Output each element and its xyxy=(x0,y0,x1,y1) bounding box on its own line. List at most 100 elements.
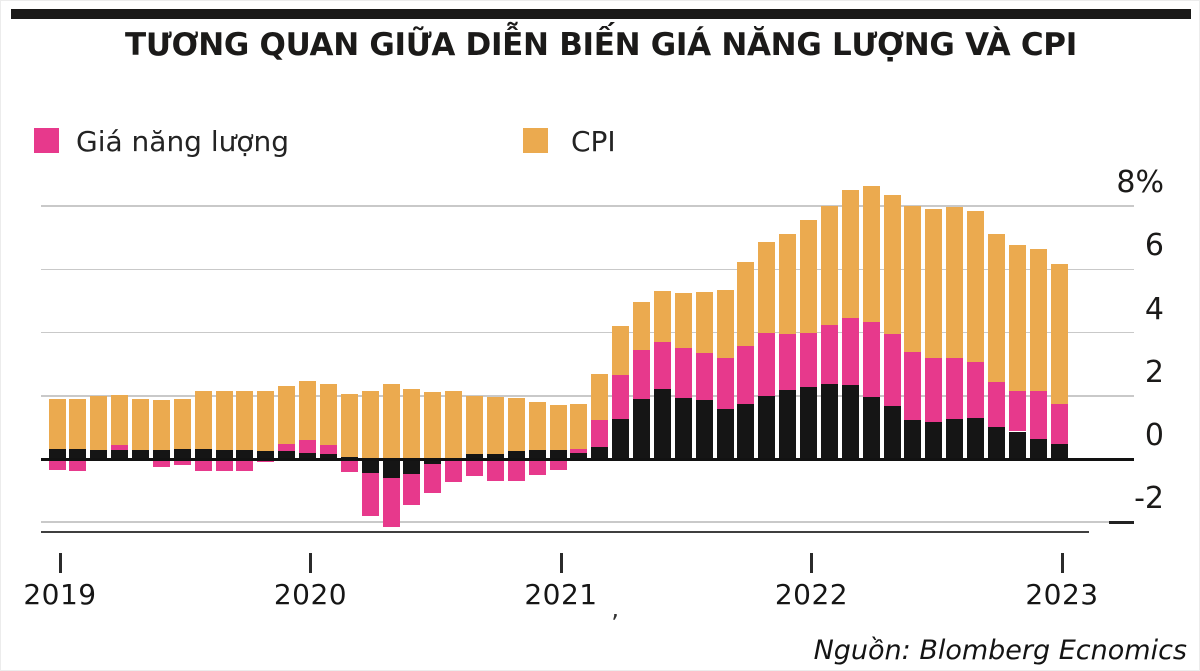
bar-2020-02-segment xyxy=(319,453,337,459)
legend-label-cpi: CPI xyxy=(571,125,616,158)
bar-2022-09-segment xyxy=(967,417,984,459)
bar-2019-10-segment xyxy=(236,450,254,459)
gridline-6 xyxy=(41,268,1134,271)
bar-2021-07-segment xyxy=(674,348,692,398)
bar-2022-01-segment xyxy=(800,333,817,387)
y-tick-label-8%: 8% xyxy=(1116,165,1164,201)
bar-2022-10-segment xyxy=(987,234,1005,383)
x-tick-label-2021: 2021 xyxy=(524,578,598,611)
bar-2020-12-segment xyxy=(528,459,546,475)
bar-2020-05-segment xyxy=(382,477,400,527)
bar-2022-06-segment xyxy=(904,419,922,459)
bar-2022-03-segment xyxy=(841,189,859,319)
bar-2022-11-segment xyxy=(1008,431,1026,459)
bar-2020-03-segment xyxy=(340,459,358,472)
bar-2020-03-segment xyxy=(340,394,358,458)
bar-2020-01-segment xyxy=(299,452,316,459)
x-tick-label-2019: 2019 xyxy=(23,578,97,611)
x-tick-label-2022: 2022 xyxy=(774,578,849,611)
bar-2020-09-segment xyxy=(466,395,483,455)
bar-2021-11-segment xyxy=(758,395,776,459)
bar-2020-12-segment xyxy=(528,402,546,450)
bar-2019-10-segment xyxy=(236,459,254,471)
bar-2021-10-segment xyxy=(737,404,755,459)
neg2-axis-dash xyxy=(1109,520,1134,524)
bar-2020-08-segment xyxy=(445,460,463,482)
bar-2022-07-segment xyxy=(925,422,943,459)
bar-2022-05-segment xyxy=(883,194,901,334)
bar-2023-01-segment xyxy=(1050,264,1068,405)
bar-2022-06-segment xyxy=(904,205,922,353)
y-tick-label-2: 2 xyxy=(1144,354,1164,390)
bar-2019-09-segment xyxy=(215,449,233,459)
y-tick-label-6: 6 xyxy=(1144,228,1164,264)
bar-2019-08-segment xyxy=(194,391,212,449)
bar-2020-11-segment xyxy=(507,459,525,482)
bar-2020-01-segment xyxy=(299,439,316,453)
zero-axis-line xyxy=(41,457,1134,461)
bar-2022-12-segment xyxy=(1029,248,1047,392)
x-tick-2022 xyxy=(810,553,813,573)
bar-2021-08-segment xyxy=(695,353,713,400)
gridline--2 xyxy=(41,521,1134,523)
bar-2019-01-segment xyxy=(48,459,66,471)
bar-2021-06-segment xyxy=(653,290,671,343)
bar-2020-01-segment xyxy=(299,380,316,440)
bar-2022-01-segment xyxy=(800,220,817,334)
bar-2022-08-segment xyxy=(946,418,964,459)
x-tick-2023 xyxy=(1060,553,1064,573)
bar-2020-06-segment xyxy=(403,474,421,506)
bar-2019-07-segment xyxy=(173,459,191,465)
bar-2020-08-segment xyxy=(445,391,463,459)
bar-2020-10-segment xyxy=(486,453,504,459)
bar-2021-05-segment xyxy=(633,349,650,399)
gridline-8% xyxy=(41,205,1134,207)
y-tick-label-0: 0 xyxy=(1144,418,1164,453)
bar-2021-10-segment xyxy=(737,345,755,405)
bar-2021-11-segment xyxy=(758,333,776,396)
bar-2020-07-segment xyxy=(424,459,442,464)
bar-2021-12-segment xyxy=(779,333,797,390)
bar-2019-06-segment xyxy=(152,459,170,467)
bar-2021-07-segment xyxy=(674,293,692,349)
bar-2022-09-segment xyxy=(967,211,984,362)
gridline-2 xyxy=(41,395,1134,397)
bar-2022-04-segment xyxy=(862,397,880,459)
bar-2020-09-segment xyxy=(466,454,483,459)
bar-2021-01-segment xyxy=(549,459,567,471)
bar-2019-03-segment xyxy=(90,395,108,451)
bar-2019-08-segment xyxy=(194,448,212,459)
bar-2021-08-segment xyxy=(695,399,713,459)
bar-2021-08-segment xyxy=(695,292,713,354)
bar-2020-02-segment xyxy=(319,384,337,446)
bar-2019-04-segment xyxy=(111,395,129,446)
bar-2022-07-segment xyxy=(925,209,943,358)
bar-2022-04-segment xyxy=(862,186,880,323)
bar-2019-05-segment xyxy=(132,449,149,459)
bar-2019-06-segment xyxy=(152,400,170,450)
bar-2019-04-segment xyxy=(111,445,129,451)
bar-2022-02-segment xyxy=(820,205,838,325)
stray-apostrophe: ’ xyxy=(611,609,619,638)
bar-2022-10-segment xyxy=(987,427,1005,459)
chart-title: TƯƠNG QUAN GIỮA DIỄN BIẾN GIÁ NĂNG LƯỢNG… xyxy=(125,27,1077,63)
bar-2021-02-segment xyxy=(570,448,588,454)
bar-2020-05-segment xyxy=(382,384,400,459)
bar-2020-07-segment xyxy=(424,392,442,459)
bar-2019-12-segment xyxy=(278,385,296,445)
x-axis-baseline xyxy=(41,531,1089,533)
bar-2020-04-segment xyxy=(361,459,379,473)
bar-2021-09-segment xyxy=(716,409,734,459)
bar-2019-02-segment xyxy=(69,449,87,459)
bar-2021-12-segment xyxy=(779,234,797,334)
bar-2022-03-segment xyxy=(841,318,859,385)
bar-2021-03-segment xyxy=(591,446,609,459)
bar-2022-07-segment xyxy=(925,357,943,423)
bar-2021-12-segment xyxy=(779,389,797,459)
bar-2021-01-segment xyxy=(549,450,567,459)
bar-2021-02-segment xyxy=(570,453,588,459)
bar-2020-06-segment xyxy=(403,389,421,459)
bar-2020-10-segment xyxy=(486,396,504,454)
